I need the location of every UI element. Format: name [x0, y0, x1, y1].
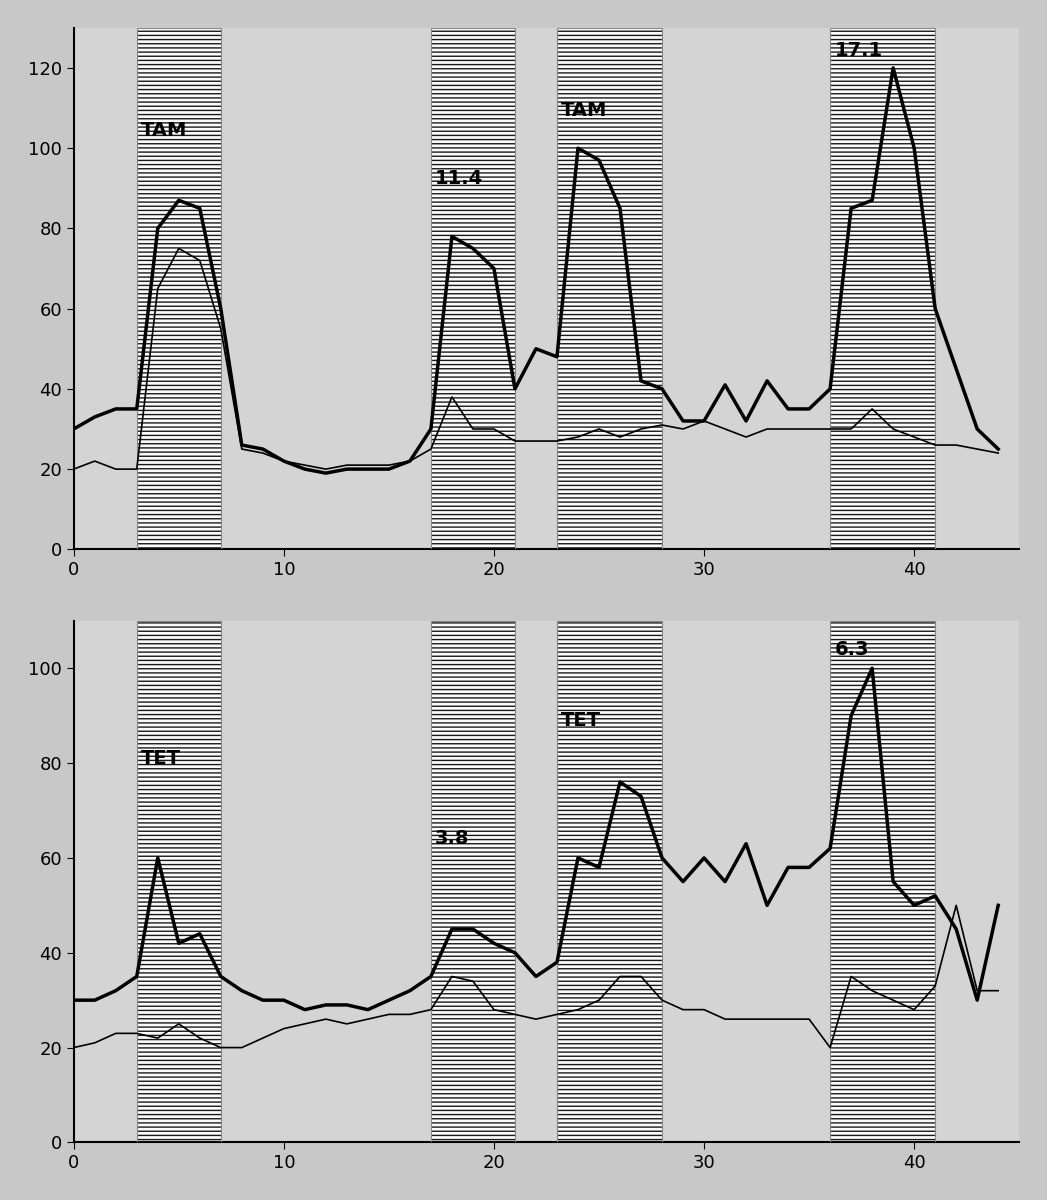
Bar: [557, 28, 662, 550]
Bar: [137, 28, 221, 550]
Bar: [557, 28, 662, 550]
Text: TET: TET: [141, 749, 181, 768]
Bar: [830, 28, 935, 550]
Bar: [557, 620, 662, 1142]
Text: TAM: TAM: [561, 101, 607, 120]
Bar: [431, 28, 515, 550]
Text: 3.8: 3.8: [436, 829, 470, 848]
Bar: [137, 620, 221, 1142]
Bar: [830, 620, 935, 1142]
Text: TET: TET: [561, 710, 601, 730]
Bar: [830, 620, 935, 1142]
Bar: [137, 620, 221, 1142]
Bar: [137, 28, 221, 550]
Text: 11.4: 11.4: [436, 169, 484, 188]
Bar: [431, 620, 515, 1142]
Text: 6.3: 6.3: [834, 640, 869, 659]
Bar: [431, 620, 515, 1142]
Bar: [830, 28, 935, 550]
Bar: [557, 620, 662, 1142]
Text: 17.1: 17.1: [834, 41, 883, 60]
Bar: [431, 28, 515, 550]
Text: TAM: TAM: [141, 121, 187, 140]
